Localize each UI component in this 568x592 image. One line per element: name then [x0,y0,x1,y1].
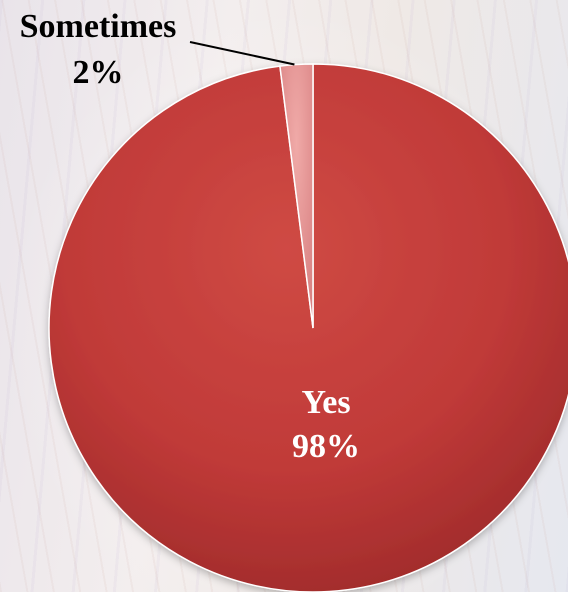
pie-slices [48,63,568,592]
slice-label-sometimes-value: 2% [73,54,124,91]
pie-labels: Yes 98% Sometimes 2% [20,8,360,465]
slice-label-yes-value: 98% [292,428,360,465]
pie-slice-sometimes [279,63,314,329]
pie-slice-yes [48,63,568,592]
leader-line-sometimes [189,41,295,66]
slice-label-sometimes-name: Sometimes [20,8,177,45]
slice-label-yes-name: Yes [301,384,350,421]
